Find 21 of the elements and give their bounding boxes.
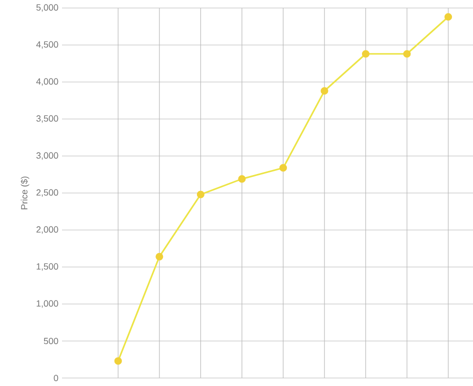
y-tick-label: 1,500 <box>36 263 58 271</box>
point <box>362 50 370 58</box>
point <box>114 357 122 365</box>
y-tick-label: 2,000 <box>36 226 58 234</box>
point <box>156 252 164 260</box>
y-axis-title: Price ($) <box>20 176 30 210</box>
y-tick-label: 3,500 <box>36 115 58 123</box>
y-tick-label: 3,000 <box>36 152 58 160</box>
y-tick-label: 0 <box>54 374 58 382</box>
point <box>238 175 246 183</box>
y-tick-label: 5,000 <box>36 4 58 12</box>
y-tick-label: 500 <box>44 338 58 344</box>
y-tick-label: 1,000 <box>36 300 58 308</box>
y-tick-label: 4,000 <box>36 78 58 86</box>
point <box>444 13 452 21</box>
point <box>279 164 287 172</box>
y-tick-label: 2,500 <box>36 189 58 197</box>
point <box>196 190 204 198</box>
point <box>403 50 411 58</box>
y-tick-label: 4,500 <box>36 41 58 49</box>
point <box>320 87 328 95</box>
